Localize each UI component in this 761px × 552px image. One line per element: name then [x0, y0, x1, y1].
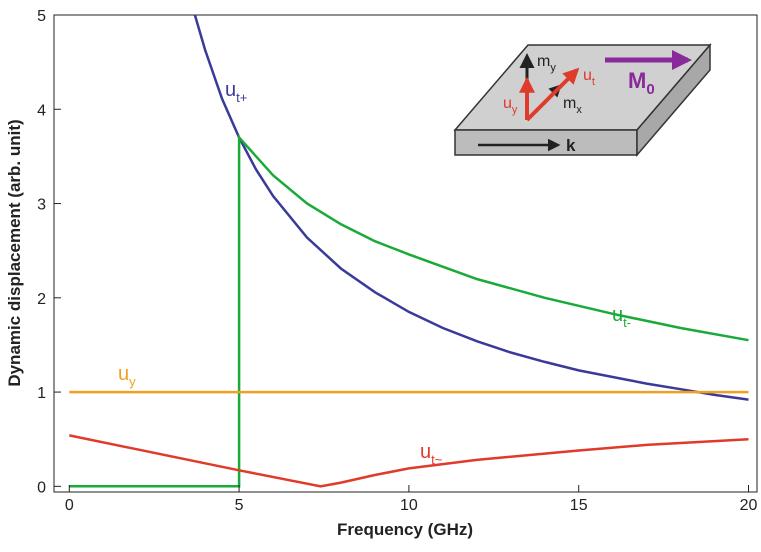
series-label: uy — [118, 363, 136, 389]
uy-sub: y — [512, 104, 518, 116]
series-label-sub: t~ — [431, 452, 443, 467]
series-label: ut+ — [225, 79, 247, 105]
y-tick-label: 5 — [37, 8, 46, 25]
series-label-sub: t- — [623, 315, 631, 330]
series-label-base: u — [225, 79, 236, 101]
mx-base: m — [563, 95, 576, 112]
y-tick-label: 2 — [37, 291, 46, 308]
x-tick-label: 15 — [570, 497, 588, 514]
uy-base: u — [503, 95, 512, 112]
uy-label: uy — [503, 95, 518, 116]
inset-diagram: my mx ut uy M0 k — [453, 42, 712, 158]
k-label: k — [566, 136, 576, 155]
x-tick-label: 0 — [65, 497, 74, 514]
y-tick-label: 3 — [37, 197, 46, 214]
m0-base: M — [628, 68, 646, 93]
mx-label: mx — [563, 95, 582, 116]
series-label-base: u — [118, 363, 129, 385]
x-axis-label: Frequency (GHz) — [337, 520, 473, 539]
my-sub: y — [550, 62, 556, 74]
plot-frame — [53, 14, 758, 493]
ut-sub: t — [592, 76, 595, 88]
ut-base: u — [583, 67, 592, 84]
x-tick-label: 5 — [235, 497, 244, 514]
series-label: ut- — [612, 304, 631, 330]
y-tick-label: 4 — [37, 102, 46, 119]
x-tick-label: 10 — [400, 497, 418, 514]
slab-front — [454, 129, 638, 156]
series-line — [193, 14, 749, 401]
y-tick-label: 1 — [37, 385, 46, 402]
series-label: ut~ — [420, 441, 443, 467]
my-label: my — [537, 53, 556, 74]
y-axis-label: Dynamic displacement (arb. unit) — [5, 119, 24, 386]
ut-label: ut — [583, 67, 595, 88]
series-label-sub: y — [129, 374, 136, 389]
series-label-base: u — [420, 441, 431, 463]
m0-sub: 0 — [646, 81, 654, 98]
series-label-base: u — [612, 304, 623, 326]
my-base: m — [537, 53, 550, 70]
x-tick-label: 20 — [740, 497, 758, 514]
m0-label: M0 — [628, 68, 655, 98]
series-line — [69, 134, 749, 488]
y-tick-label: 0 — [37, 479, 46, 496]
series-line — [69, 434, 749, 488]
slab-side — [636, 42, 711, 158]
mx-sub: x — [576, 104, 582, 116]
ut-arrow — [525, 67, 580, 122]
series-label-sub: t+ — [236, 90, 247, 105]
